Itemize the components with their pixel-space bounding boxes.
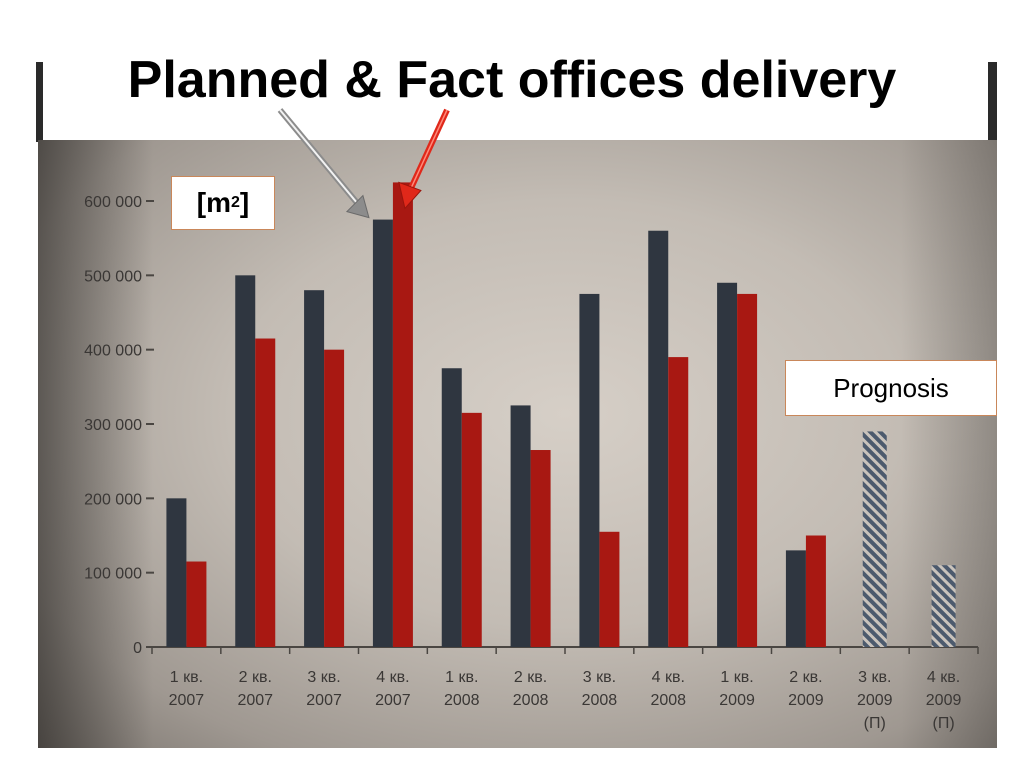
x-tick-label: 2009	[926, 692, 962, 709]
bar-planned	[372, 219, 393, 648]
x-tick-label: 2008	[582, 692, 618, 709]
bar-fact	[186, 561, 207, 647]
title-frame-left	[36, 62, 43, 142]
bar-planned	[304, 290, 325, 647]
x-tick-label: 2008	[513, 692, 549, 709]
x-tick-label: 2009	[788, 692, 824, 709]
y-tick-label: 0	[133, 640, 142, 657]
bar-planned	[717, 282, 738, 647]
x-tick-label: 3 кв.	[307, 669, 340, 686]
x-tick-label: 2007	[375, 692, 411, 709]
bar-planned	[235, 275, 256, 647]
bar-fact	[599, 531, 620, 647]
bar-planned	[166, 498, 187, 647]
x-tick-label: 1 кв.	[445, 669, 478, 686]
x-tick-label: 3 кв.	[583, 669, 616, 686]
x-tick-label: 2 кв.	[514, 669, 547, 686]
y-tick-label: 300 000	[84, 417, 142, 434]
bar-planned	[785, 550, 806, 647]
x-tick-label: 4 кв.	[927, 669, 960, 686]
x-tick-label: (П)	[864, 715, 886, 732]
x-tick-label: 2007	[306, 692, 342, 709]
unit-label-close: ]	[239, 187, 250, 218]
prognosis-label-box: Prognosis	[785, 360, 997, 416]
bar-fact	[392, 182, 413, 647]
bar-fact	[805, 535, 826, 647]
x-tick-label: (П)	[933, 715, 955, 732]
y-tick-label: 100 000	[84, 566, 142, 583]
x-tick-label: 2009	[857, 692, 893, 709]
arrow-planned-highlight	[279, 109, 362, 209]
bar-fact	[255, 338, 276, 647]
bar-planned	[510, 405, 531, 647]
bar-fact	[324, 349, 345, 647]
x-tick-label: 2 кв.	[789, 669, 822, 686]
unit-label-sup: 2	[231, 194, 240, 211]
x-tick-label: 2009	[719, 692, 755, 709]
x-tick-label: 2 кв.	[239, 669, 272, 686]
x-tick-label: 1 кв.	[170, 669, 203, 686]
x-tick-label: 2008	[650, 692, 686, 709]
bar-planned	[579, 293, 600, 647]
x-tick-label: 4 кв.	[376, 669, 409, 686]
x-tick-label: 2007	[169, 692, 205, 709]
arrow-fact-highlight	[410, 109, 448, 189]
y-tick-label: 200 000	[84, 491, 142, 508]
bar-prognosis	[862, 431, 887, 647]
bar-fact	[530, 450, 551, 647]
y-tick-label: 400 000	[84, 343, 142, 360]
x-tick-label: 2007	[237, 692, 273, 709]
arrow-fact-head	[398, 181, 422, 210]
bar-fact	[737, 293, 758, 647]
slide-title: Planned & Fact offices delivery	[127, 51, 897, 109]
x-tick-label: 2008	[444, 692, 480, 709]
prognosis-label: Prognosis	[833, 372, 949, 403]
unit-label-box: [m 2]	[171, 176, 275, 230]
title-frame-right	[988, 62, 997, 142]
bar-fact	[668, 357, 689, 647]
bar-fact	[461, 412, 482, 647]
x-tick-label: 3 кв.	[858, 669, 891, 686]
bar-planned	[441, 368, 462, 647]
unit-label-base: [m	[196, 187, 231, 218]
x-tick-label: 1 кв.	[720, 669, 753, 686]
y-tick-label: 500 000	[84, 268, 142, 285]
y-tick-label: 600 000	[84, 194, 142, 211]
arrow-planned-head	[345, 194, 370, 219]
bar-planned	[648, 230, 669, 647]
x-tick-label: 4 кв.	[652, 669, 685, 686]
bar-prognosis	[931, 565, 956, 647]
